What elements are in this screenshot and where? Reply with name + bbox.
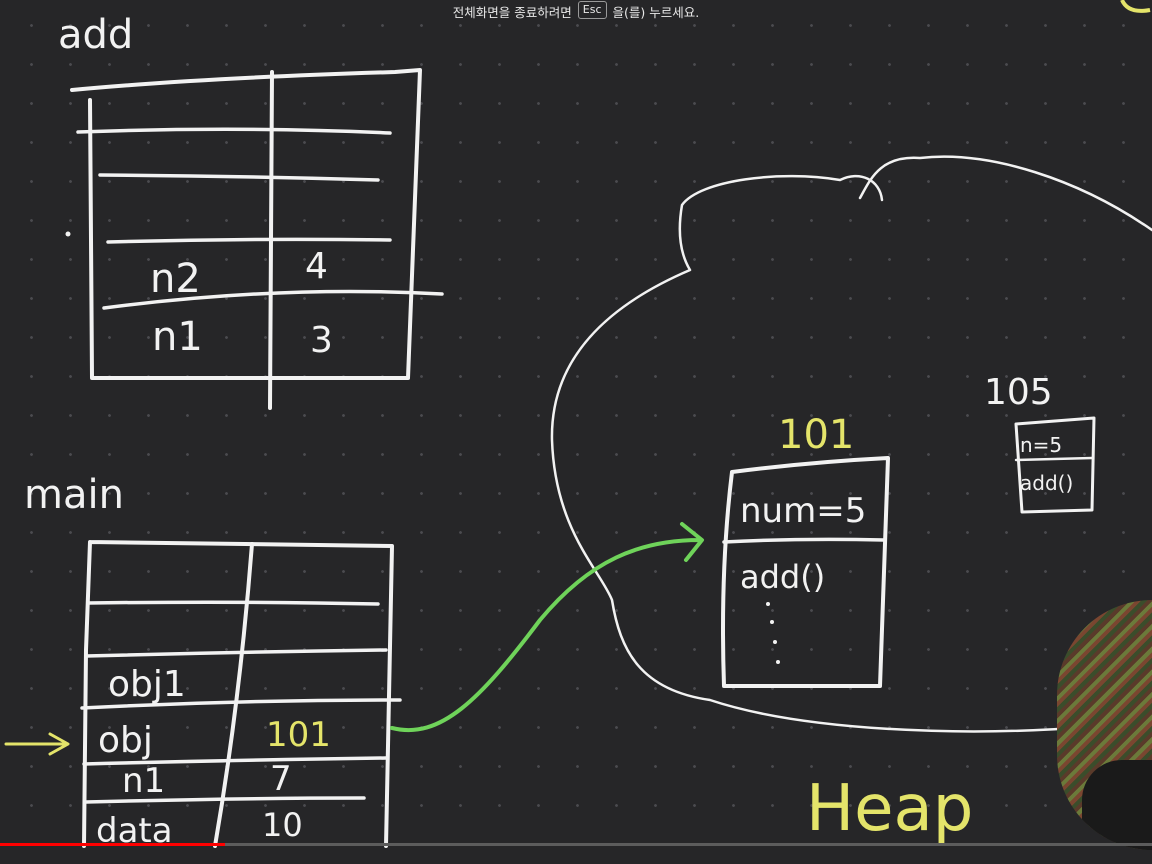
heap-object: 105 n=5 add() [984,372,1096,514]
add-frame-row-line [98,173,380,182]
main-row-value: 7 [270,759,292,799]
chalk-dot [65,231,71,237]
main-frame-row-line [84,796,366,804]
add-frame-border [70,68,422,380]
heap-object-box [1014,416,1096,514]
esc-key-badge: Esc [577,1,607,19]
add-row-name: n2 [150,256,201,302]
main-row-name: obj [98,720,153,761]
heap-object-field: n=5 [1020,433,1062,457]
main-frame-row-line [80,698,402,710]
add-frame-row-line [76,127,392,135]
main-frame-row-line [82,756,388,766]
main-row-value: 10 [262,806,303,844]
add-row-value: 4 [305,246,328,287]
main-row-name: n1 [122,761,165,801]
exit-hint-text: 을(를) 누르세요. [612,4,700,20]
heap-label: Heap [806,772,973,846]
main-stack-frame: main obj1 obj 101 n1 7 data 10 [24,472,402,851]
main-row-value: 101 [266,715,331,755]
heap-object-field: num=5 [740,491,866,531]
partial-stroke [1120,0,1151,13]
heap-object: 101 num=5 add() [721,412,890,688]
main-frame-row-line [84,648,388,658]
add-stack-frame: add n2 4 n1 3 [58,12,444,410]
heap-object-divider [1014,456,1094,462]
main-frame-title: main [24,472,124,518]
heap-object-address: 101 [778,412,854,458]
heap-object-box [721,456,890,688]
add-frame-row-line [102,289,444,310]
main-frame-row-line [86,600,380,606]
presenter-webcam [1057,600,1152,850]
add-frame-title: add [58,12,133,58]
heap-object-field: add() [740,558,825,596]
fullscreen-exit-hint: 전체화면을 종료하려면 Esc 을(를) 누르세요. [0,0,1152,22]
main-frame-divider [213,542,254,848]
exit-hint-text: 전체화면을 종료하려면 [452,4,572,20]
heap-object-divider [722,537,886,544]
current-frame-arrow-icon [4,732,70,756]
ellipsis-dots-icon [766,602,780,664]
add-row-value: 3 [310,320,333,361]
heap-object-field: add() [1020,471,1073,495]
reference-arrow-icon [390,522,704,733]
video-progress-bar[interactable] [0,843,1152,846]
presenter-silhouette [1082,760,1152,850]
video-progress-fill [0,843,225,846]
heap-cloud-outline [550,155,1152,733]
heap-region: Heap 101 num=5 add() 105 n=5 add() [550,155,1152,846]
main-row-name: obj1 [108,664,186,705]
heap-object-address: 105 [984,372,1053,413]
add-row-name: n1 [152,314,203,360]
main-frame-border [82,540,394,848]
add-frame-row-line [106,237,392,244]
